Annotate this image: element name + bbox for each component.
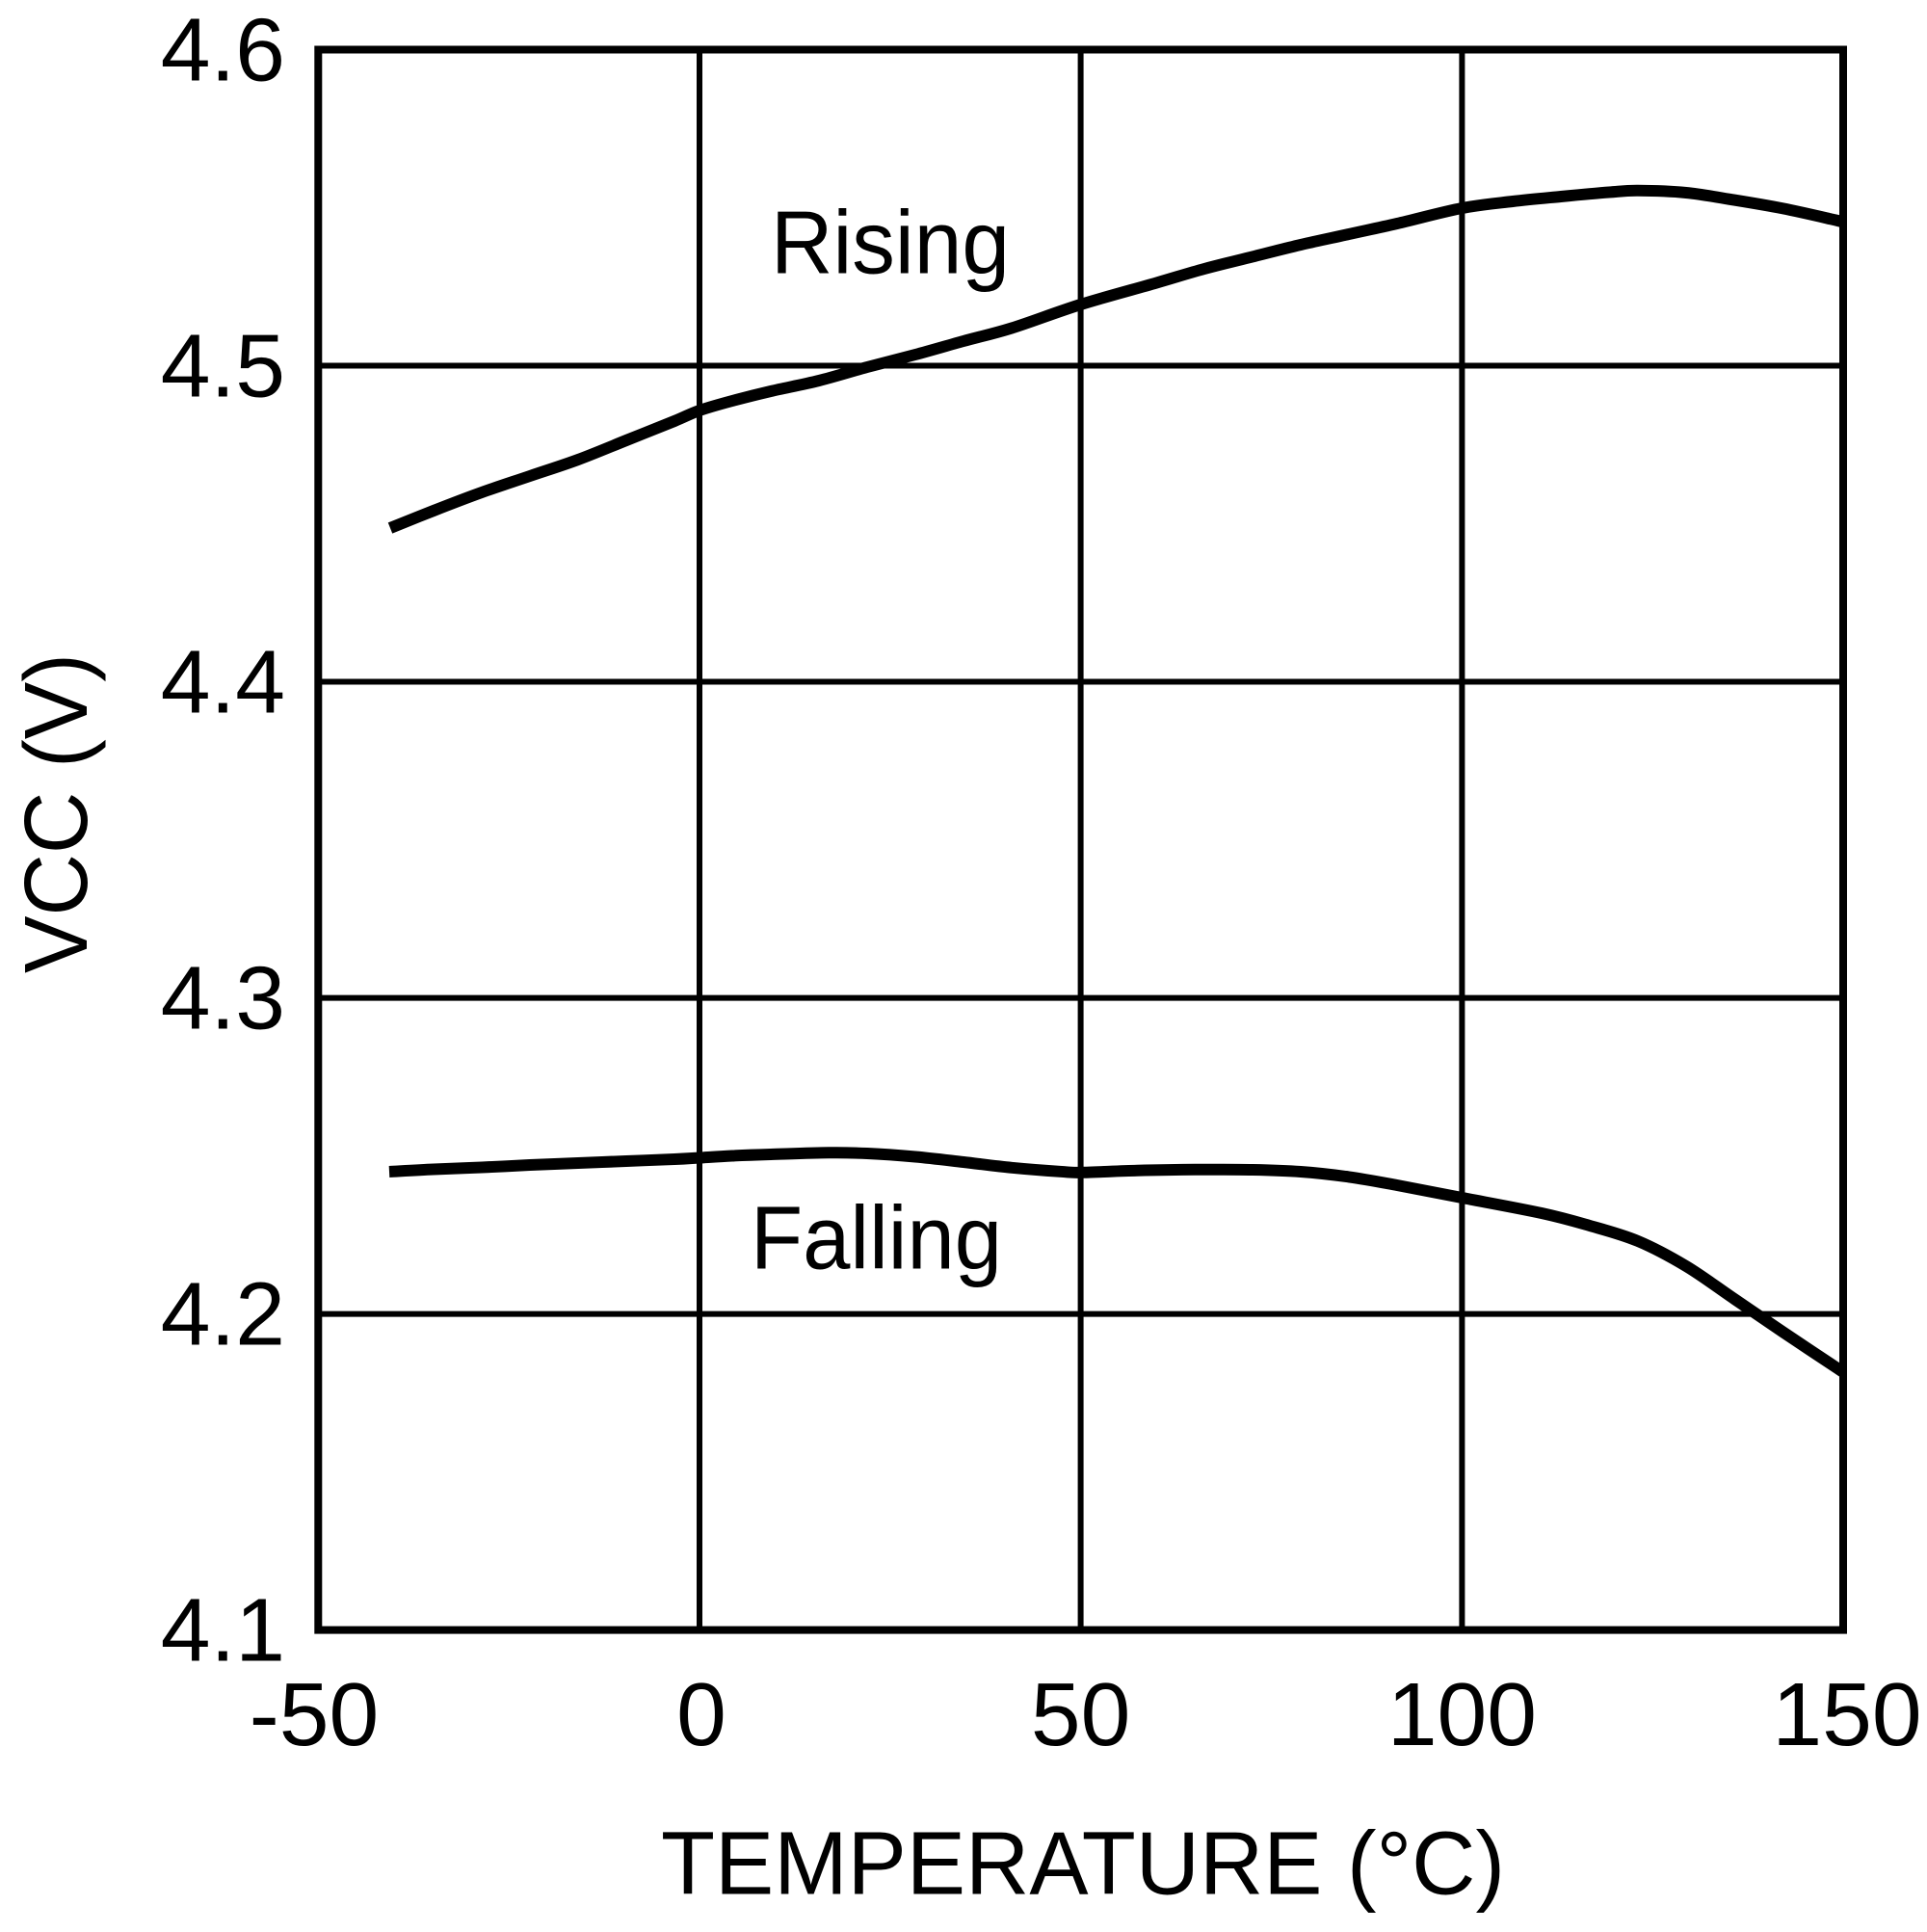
svg-text:4.4: 4.4 xyxy=(161,632,285,732)
svg-text:100: 100 xyxy=(1387,1664,1537,1764)
svg-text:Falling: Falling xyxy=(751,1188,1002,1288)
svg-text:0: 0 xyxy=(676,1664,726,1764)
svg-text:50: 50 xyxy=(1031,1664,1130,1764)
svg-text:150: 150 xyxy=(1772,1664,1921,1764)
svg-text:4.2: 4.2 xyxy=(161,1264,285,1364)
svg-text:VCC (V): VCC (V) xyxy=(6,653,106,973)
svg-text:4.6: 4.6 xyxy=(161,0,285,100)
svg-text:4.5: 4.5 xyxy=(161,316,285,416)
svg-text:4.3: 4.3 xyxy=(161,948,285,1048)
svg-text:4.1: 4.1 xyxy=(161,1580,285,1681)
svg-text:Rising: Rising xyxy=(771,193,1010,293)
svg-text:-50: -50 xyxy=(250,1664,379,1764)
svg-text:TEMPERATURE (°C): TEMPERATURE (°C) xyxy=(661,1813,1505,1914)
